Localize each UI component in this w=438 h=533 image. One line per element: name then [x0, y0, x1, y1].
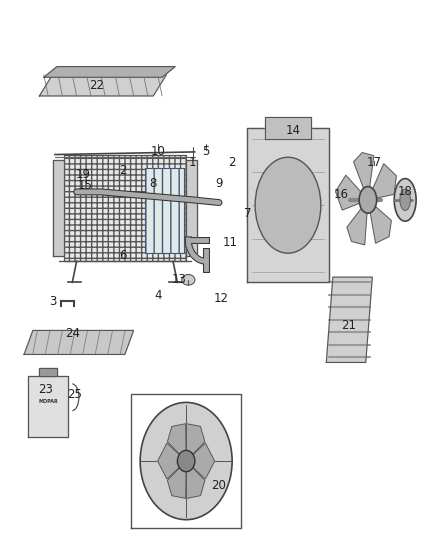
Polygon shape — [186, 160, 197, 256]
Text: 4: 4 — [154, 289, 162, 302]
Text: 25: 25 — [67, 388, 82, 401]
Text: 7: 7 — [244, 207, 251, 220]
Polygon shape — [39, 368, 57, 376]
Text: 2: 2 — [119, 164, 127, 177]
Polygon shape — [368, 200, 391, 243]
Ellipse shape — [140, 402, 232, 520]
Polygon shape — [347, 200, 368, 245]
Text: 1: 1 — [189, 156, 197, 169]
Polygon shape — [53, 160, 64, 256]
Polygon shape — [247, 128, 328, 282]
Polygon shape — [167, 424, 186, 461]
Text: 16: 16 — [334, 188, 349, 201]
Polygon shape — [186, 424, 205, 461]
Bar — [64, 155, 186, 261]
Polygon shape — [368, 164, 396, 200]
Polygon shape — [167, 461, 186, 498]
Text: 3: 3 — [49, 295, 56, 308]
Ellipse shape — [394, 179, 416, 221]
Text: 17: 17 — [367, 156, 382, 169]
Text: 24: 24 — [65, 327, 80, 340]
Polygon shape — [336, 175, 368, 210]
Text: 2: 2 — [228, 156, 236, 169]
Polygon shape — [158, 443, 186, 479]
Text: 19: 19 — [76, 168, 91, 181]
Ellipse shape — [400, 189, 410, 211]
Ellipse shape — [182, 274, 195, 285]
Text: 22: 22 — [89, 79, 104, 92]
Polygon shape — [186, 461, 205, 498]
Polygon shape — [326, 277, 372, 362]
Text: 11: 11 — [223, 236, 237, 249]
Text: 9: 9 — [215, 177, 223, 190]
Ellipse shape — [255, 157, 321, 253]
Ellipse shape — [177, 450, 195, 472]
Text: 12: 12 — [214, 292, 229, 305]
Text: MOPAR: MOPAR — [38, 399, 58, 403]
Polygon shape — [39, 75, 166, 96]
Polygon shape — [265, 117, 311, 139]
Text: 18: 18 — [398, 185, 413, 198]
Text: 6: 6 — [119, 249, 127, 262]
Polygon shape — [353, 152, 374, 200]
Text: 15: 15 — [78, 179, 93, 192]
Polygon shape — [186, 443, 215, 479]
Text: 10: 10 — [150, 146, 165, 158]
Text: 20: 20 — [212, 479, 226, 491]
Text: 5: 5 — [202, 146, 209, 158]
Text: 23: 23 — [39, 383, 53, 395]
Polygon shape — [24, 330, 134, 354]
Polygon shape — [28, 376, 68, 437]
Text: 8: 8 — [150, 177, 157, 190]
Text: 21: 21 — [341, 319, 356, 332]
Text: 14: 14 — [286, 124, 301, 137]
Polygon shape — [44, 67, 175, 77]
Ellipse shape — [359, 187, 377, 213]
Text: 13: 13 — [172, 273, 187, 286]
Bar — [145, 168, 184, 253]
